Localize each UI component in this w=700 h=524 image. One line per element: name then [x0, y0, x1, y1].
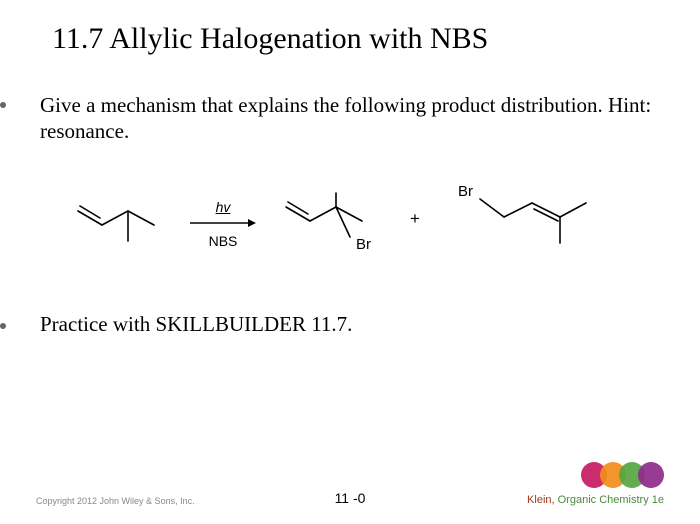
brand-block: Klein, Organic Chemistry 1e — [527, 462, 664, 506]
bullet-item-2: Practice with SKILLBUILDER 11.7. — [0, 311, 700, 337]
bullet-dot-icon — [0, 323, 6, 329]
reaction-arrow-block: hv NBS — [188, 199, 258, 249]
bullet-text-1: Give a mechanism that explains the follo… — [40, 92, 700, 145]
product-2-structure — [468, 187, 598, 257]
copyright-text: Copyright 2012 John Wiley & Sons, Inc. — [36, 496, 195, 506]
brand-author: Klein, — [527, 494, 558, 506]
cond-top: hv — [188, 199, 258, 215]
reaction-scheme: hv NBS Br + Br — [70, 181, 700, 271]
reactant-structure — [70, 191, 170, 261]
product-1-structure — [278, 187, 388, 267]
logo-circle — [638, 462, 664, 488]
footer: Copyright 2012 John Wiley & Sons, Inc. 1… — [0, 462, 700, 506]
bullet-text-2: Practice with SKILLBUILDER 11.7. — [40, 311, 382, 337]
reaction-arrow-icon — [188, 218, 258, 228]
bullet-item-1: Give a mechanism that explains the follo… — [0, 92, 700, 145]
cond-bottom: NBS — [188, 233, 258, 249]
slide-title: 11.7 Allylic Halogenation with NBS — [0, 0, 700, 56]
br-label-1: Br — [356, 236, 371, 253]
brand-logo-icon — [581, 462, 664, 488]
bullet-dot-icon — [0, 102, 6, 108]
plus-sign: + — [410, 209, 420, 229]
brand-text: Klein, Organic Chemistry 1e — [527, 494, 664, 506]
page-number: 11 -0 — [335, 490, 366, 506]
brand-title: Organic Chemistry 1e — [558, 494, 664, 506]
